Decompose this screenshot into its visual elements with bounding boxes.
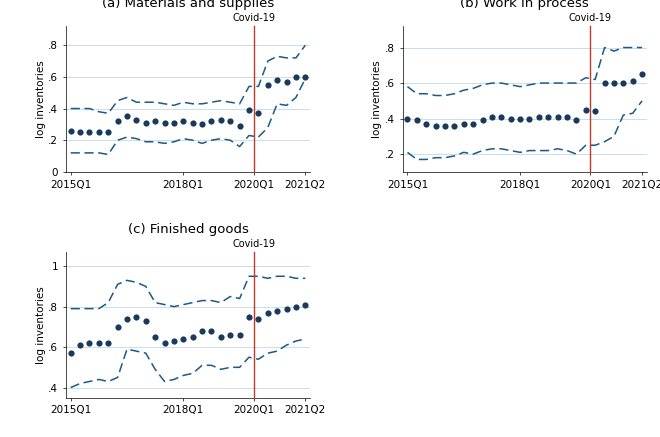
Point (178, 118, 189, 125)
Point (169, 119, 180, 126)
Point (84, 129, 95, 136)
Point (263, 81, 273, 88)
Point (272, 76, 282, 83)
Point (94, 340, 104, 347)
Point (524, 115, 535, 122)
Point (459, 121, 469, 128)
Point (103, 129, 114, 136)
Point (590, 108, 601, 115)
Point (253, 315, 264, 322)
Point (253, 110, 264, 117)
Point (244, 313, 254, 320)
Point (477, 117, 488, 124)
Title: (a) Materials and supplies: (a) Materials and supplies (102, 0, 274, 10)
Point (234, 331, 245, 338)
Point (75, 129, 85, 136)
Point (543, 113, 554, 120)
Text: Covid-19: Covid-19 (569, 13, 612, 23)
Point (150, 118, 160, 125)
Point (430, 122, 441, 129)
Point (75, 342, 85, 349)
Title: (c) Finished goods: (c) Finished goods (127, 222, 248, 236)
Point (112, 118, 123, 125)
Point (486, 113, 497, 120)
Point (159, 119, 170, 126)
Point (65, 127, 76, 134)
Point (225, 118, 236, 125)
Point (290, 73, 301, 80)
Point (281, 78, 292, 85)
Point (300, 73, 311, 80)
Point (159, 340, 170, 347)
Point (234, 122, 245, 129)
Point (141, 119, 151, 126)
Point (272, 307, 282, 314)
Point (131, 116, 142, 123)
Point (440, 122, 450, 129)
Point (562, 113, 572, 120)
Point (628, 78, 638, 85)
Point (637, 71, 647, 78)
Point (552, 113, 563, 120)
Point (581, 106, 591, 113)
Point (300, 301, 311, 308)
Point (178, 336, 189, 343)
Point (197, 121, 207, 128)
Point (618, 80, 628, 87)
Point (206, 327, 216, 334)
Point (84, 340, 95, 347)
Point (169, 337, 180, 344)
Title: (b) Work in process: (b) Work in process (461, 0, 589, 10)
Point (609, 80, 619, 87)
Point (506, 115, 516, 122)
Point (216, 116, 226, 123)
Point (225, 331, 236, 338)
Point (187, 333, 198, 340)
Point (65, 350, 76, 357)
Point (94, 129, 104, 136)
Point (402, 115, 412, 122)
Point (150, 333, 160, 340)
Point (121, 315, 132, 322)
Point (571, 117, 581, 124)
Point (216, 333, 226, 340)
Point (263, 309, 273, 316)
Y-axis label: log inventories: log inventories (372, 60, 382, 138)
Point (412, 117, 422, 124)
Point (141, 317, 151, 324)
Point (244, 107, 254, 114)
Point (187, 119, 198, 126)
Text: Covid-19: Covid-19 (232, 239, 275, 249)
Point (121, 113, 132, 120)
Text: Covid-19: Covid-19 (232, 13, 275, 23)
Y-axis label: log inventories: log inventories (36, 60, 46, 138)
Y-axis label: log inventories: log inventories (36, 286, 46, 364)
Point (281, 305, 292, 312)
Point (197, 327, 207, 334)
Point (103, 340, 114, 347)
Point (515, 115, 525, 122)
Point (112, 323, 123, 330)
Point (449, 122, 459, 129)
Point (206, 118, 216, 125)
Point (421, 121, 432, 128)
Point (599, 80, 610, 87)
Point (290, 303, 301, 310)
Point (533, 113, 544, 120)
Point (131, 313, 142, 320)
Point (468, 121, 478, 128)
Point (496, 113, 507, 120)
